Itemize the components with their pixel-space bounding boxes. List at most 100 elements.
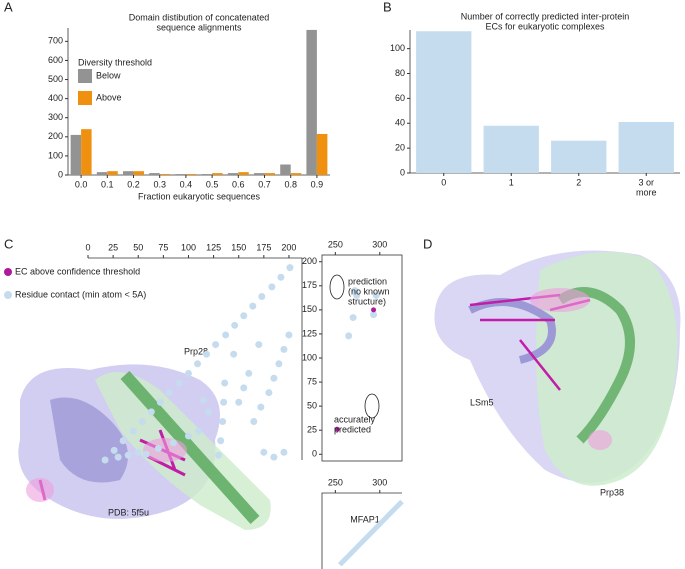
y-tick-label: 150 — [302, 304, 317, 314]
x-tick-label: 0.0 — [75, 179, 88, 189]
contact-point — [270, 374, 278, 382]
legend-label: EC above confidence threshold — [15, 266, 140, 276]
x-axis-label: Fraction eukaryotic sequences — [138, 191, 261, 201]
bar — [551, 140, 607, 173]
contact-point — [154, 444, 162, 452]
y-tick-label: 0 — [312, 449, 317, 459]
bar — [316, 133, 328, 175]
bar — [175, 174, 186, 175]
contact-point — [286, 264, 294, 272]
legend-label: Above — [96, 92, 122, 102]
contact-point — [219, 418, 227, 426]
x-tick-label: 50 — [133, 242, 143, 252]
panel-label: D — [423, 236, 432, 251]
structure-label: LSm5 — [470, 397, 494, 407]
bar — [238, 172, 249, 175]
contact-point — [280, 345, 288, 353]
contact-point — [142, 450, 150, 458]
contact-point — [101, 456, 109, 464]
bar — [618, 122, 674, 173]
bar — [185, 174, 197, 175]
bar — [227, 173, 239, 175]
y-tick-label: 100 — [48, 150, 63, 160]
panel-label: A — [4, 0, 13, 14]
contact-point — [258, 292, 266, 300]
contact-point — [260, 448, 268, 456]
contact-point — [222, 331, 230, 339]
contact-point — [245, 369, 253, 377]
annotation-circle — [329, 274, 345, 300]
legend-marker — [4, 291, 12, 299]
bar — [306, 29, 317, 176]
contact-point — [184, 369, 192, 377]
chart-title: sequence alignments — [156, 22, 242, 32]
panel-label: C — [4, 236, 13, 251]
x-tick-label: 75 — [158, 242, 168, 252]
x-tick-label: 0.8 — [284, 179, 297, 189]
x-tick-label: 3 or — [638, 177, 654, 187]
bar — [81, 129, 92, 175]
x-tick-label: 0.2 — [127, 179, 140, 189]
contact-point — [230, 350, 238, 358]
y-tick-label: 300 — [48, 112, 63, 122]
x-tick-label: 0.5 — [206, 179, 219, 189]
x-tick-label: 0 — [85, 242, 90, 252]
contact-point — [349, 314, 357, 322]
legend-marker — [4, 268, 12, 276]
contact-point — [119, 437, 127, 445]
x-tick-label: 1 — [509, 177, 514, 187]
x-tick-label: 200 — [281, 242, 296, 252]
chart-title: ECs for eukaryotic complexes — [485, 21, 605, 31]
contact-point — [370, 311, 378, 319]
legend-title: Diversity threshold — [78, 57, 152, 67]
contact-point — [277, 273, 285, 281]
x-tick-label: 100 — [181, 242, 196, 252]
bar — [201, 174, 213, 175]
contact-point — [156, 398, 164, 406]
x-tick-label: 0.3 — [153, 179, 166, 189]
contact-point — [334, 426, 340, 432]
contact-point — [165, 389, 173, 397]
y-tick-label: 175 — [302, 280, 317, 290]
x-tick-label: 175 — [256, 242, 271, 252]
bar — [280, 164, 291, 175]
x-tick-label: 0.4 — [180, 179, 193, 189]
structure-d — [434, 250, 681, 486]
contact-point — [134, 448, 142, 456]
contact-point — [110, 446, 118, 454]
y-tick-label: 80 — [395, 68, 405, 78]
y-tick-label: 20 — [395, 143, 405, 153]
contact-point — [215, 451, 223, 459]
y-tick-label: 0 — [58, 169, 63, 179]
contact-line — [337, 499, 404, 567]
contact-point — [255, 341, 263, 349]
bar — [96, 172, 108, 175]
y-tick-label: 200 — [302, 256, 317, 266]
contact-point — [169, 439, 177, 447]
y-tick-label: 400 — [48, 93, 63, 103]
structure-label: Prp38 — [600, 487, 624, 497]
contact-point — [270, 453, 278, 461]
bar — [70, 134, 82, 175]
x-tick-label: 0.7 — [258, 179, 271, 189]
contact-point — [371, 307, 377, 313]
legend-label: Residue contact (min atom < 5A) — [15, 289, 146, 299]
contact-point — [268, 283, 276, 291]
contact-point — [147, 408, 155, 416]
contact-point — [265, 389, 273, 397]
annotation: (no known — [348, 286, 390, 296]
y-tick-label: 125 — [302, 328, 317, 338]
x-tick-label: 0.9 — [311, 179, 324, 189]
x-tick-label: 125 — [206, 242, 221, 252]
contact-point — [240, 312, 248, 320]
x-tick-label: 250 — [328, 477, 343, 487]
contact-point — [114, 453, 122, 461]
contact-point — [124, 451, 132, 459]
y-tick-label: 500 — [48, 74, 63, 84]
x-tick-label: 250 — [328, 239, 343, 249]
y-tick-label: 100 — [390, 43, 405, 53]
axis — [321, 492, 402, 569]
contact-point — [195, 427, 203, 435]
x-tick-label: 0.6 — [232, 179, 245, 189]
